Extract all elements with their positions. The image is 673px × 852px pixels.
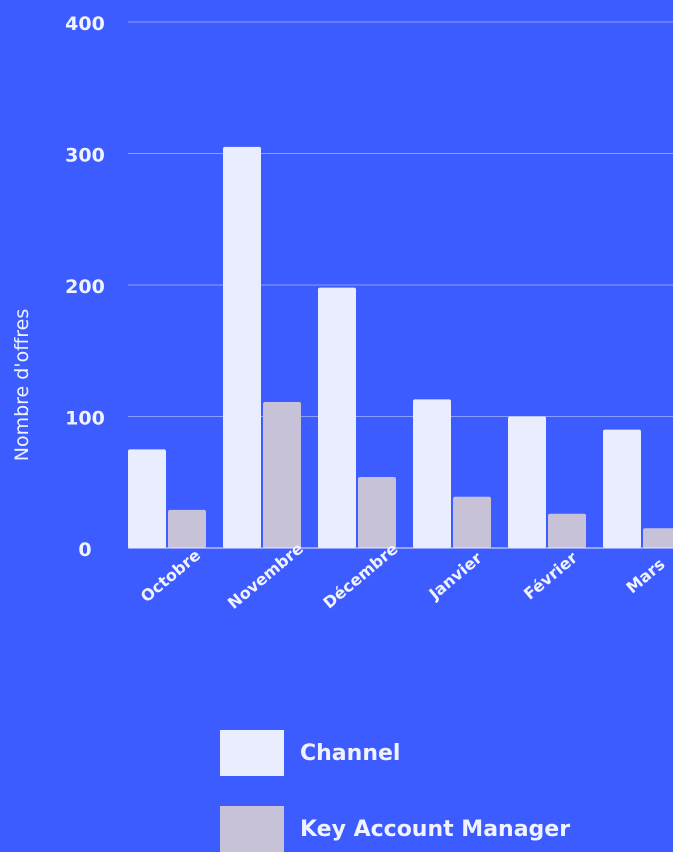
legend-swatch-key-account-manager <box>220 806 284 852</box>
x-tick-label-février: Février <box>520 548 581 604</box>
y-tick-label-0: 0 <box>78 539 91 561</box>
legend-label-channel: Channel <box>300 740 401 766</box>
bar-channel-janvier <box>413 399 451 548</box>
bar-key-account-manager-février <box>548 513 586 548</box>
x-tick-label-octobre: Octobre <box>137 545 204 606</box>
bar-key-account-manager-mars <box>643 528 673 548</box>
y-tick-label-100: 100 <box>65 408 105 430</box>
y-axis-title: Nombre d'offres <box>11 309 33 462</box>
x-tick-label-novembre: Novembre <box>224 539 307 613</box>
x-tick-label-mars: Mars <box>622 554 668 597</box>
legend-label-key-account-manager: Key Account Manager <box>300 816 571 842</box>
legend-item-channel: Channel <box>220 730 400 776</box>
bar-channel-octobre <box>128 449 166 548</box>
y-tick-label-200: 200 <box>65 276 105 298</box>
y-tick-label-400: 400 <box>65 13 105 35</box>
x-tick-label-décembre: Décembre <box>319 539 401 612</box>
x-tick-label-janvier: Janvier <box>425 548 486 604</box>
bar-key-account-manager-octobre <box>168 509 206 548</box>
bar-channel-février <box>508 416 546 548</box>
bar-channel-novembre <box>223 146 261 549</box>
bar-key-account-manager-janvier <box>453 496 491 548</box>
bar-key-account-manager-novembre <box>263 402 301 548</box>
bar-channel-décembre <box>318 287 356 548</box>
y-tick-label-300: 300 <box>65 145 105 167</box>
bar-key-account-manager-décembre <box>358 476 396 548</box>
legend-item-key-account-manager: Key Account Manager <box>220 806 570 852</box>
legend-swatch-channel <box>220 730 284 776</box>
bar-channel-mars <box>603 429 641 548</box>
